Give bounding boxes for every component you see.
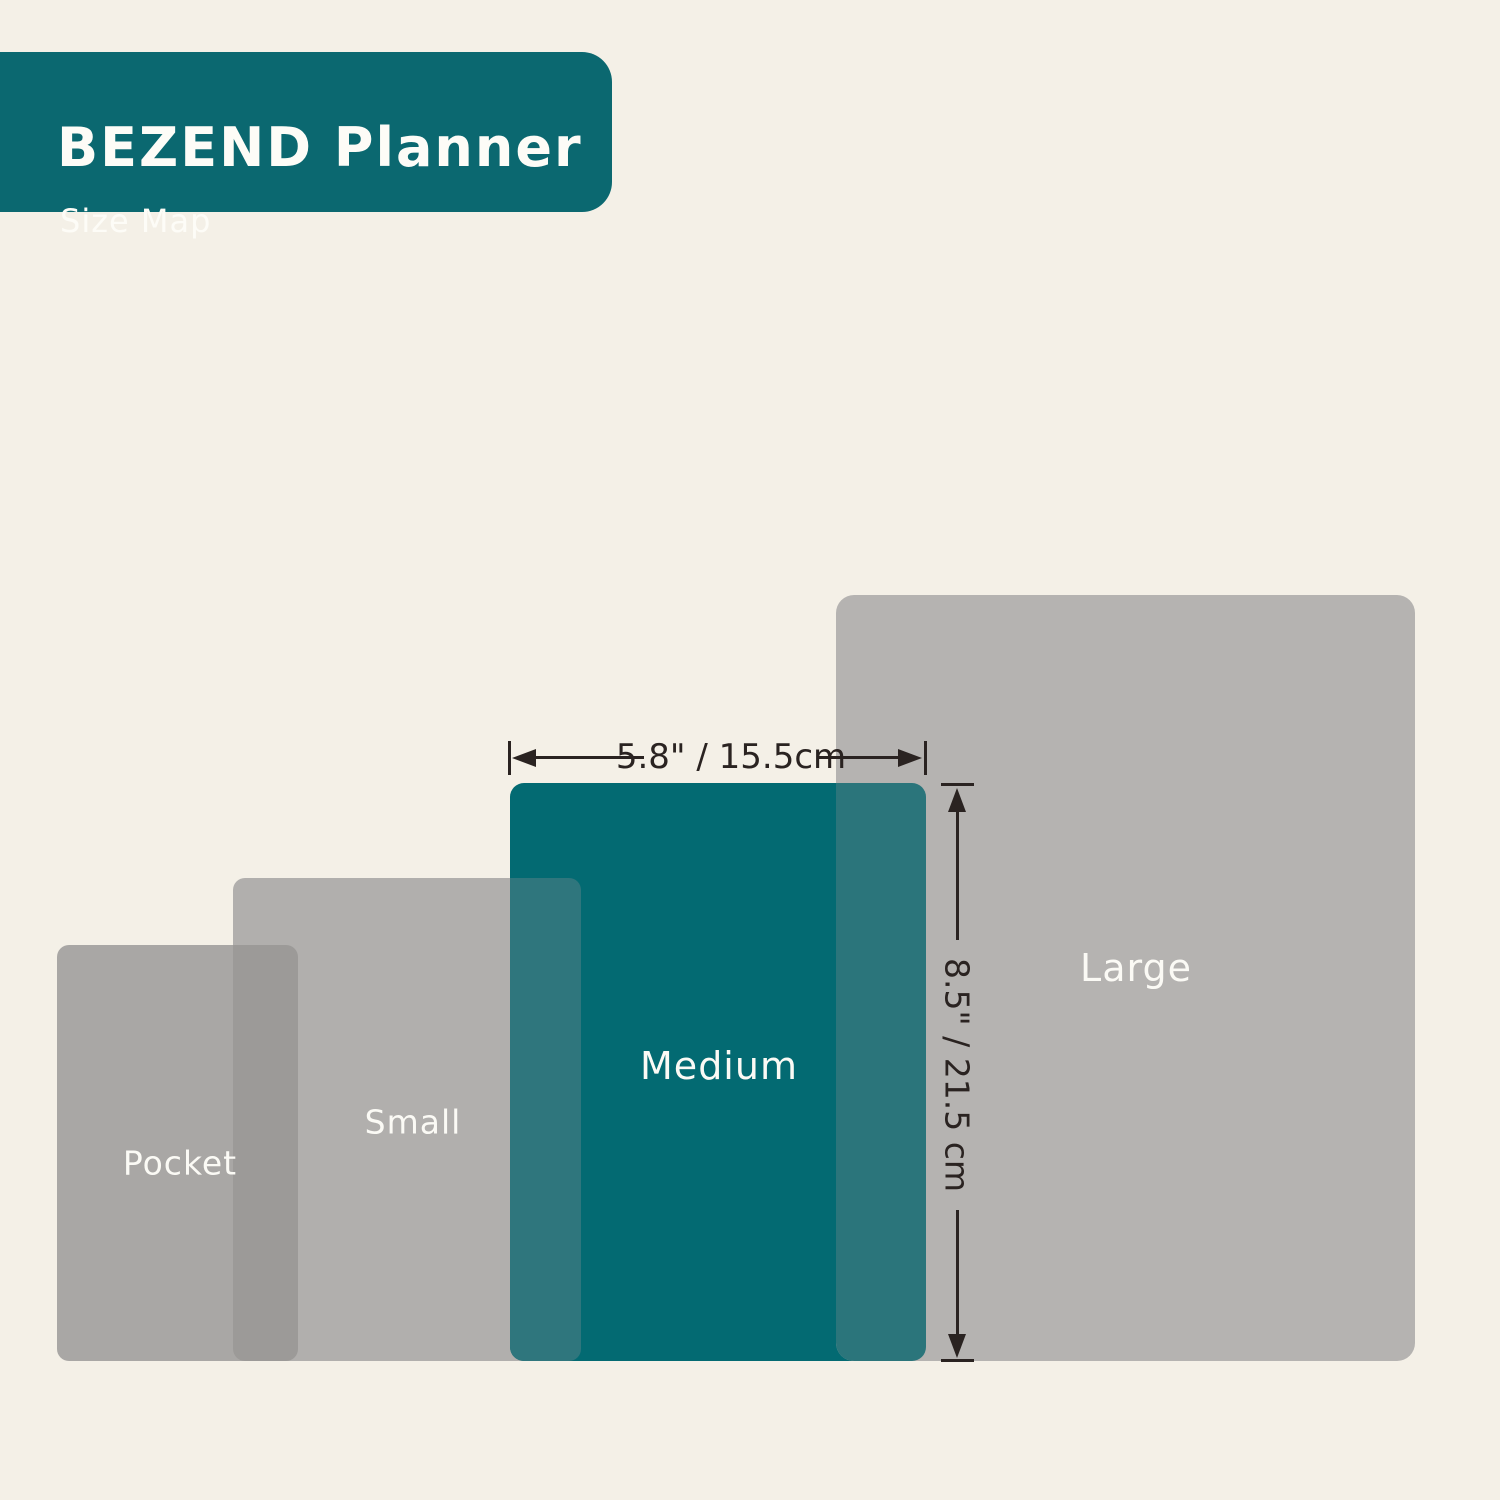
width-dim-arrowhead-right-icon (898, 749, 922, 767)
planner-label-medium: Medium (640, 1044, 798, 1088)
height-dim-tick-top (941, 783, 974, 786)
width-dim-label: 5.8" / 15.5cm (615, 737, 847, 777)
width-dim-line-left (534, 756, 644, 759)
page-title: BEZEND Planner (57, 116, 583, 179)
height-dim-arrowhead-down-icon (948, 1334, 966, 1358)
page-subtitle: Size Map (60, 202, 212, 240)
header-card: BEZEND Planner Size Map (0, 52, 612, 240)
height-dim-line-bottom (956, 1210, 959, 1336)
overlap-pocket-small (233, 945, 298, 1361)
height-dim-line-top (956, 810, 959, 940)
overlap-small-medium (510, 878, 581, 1361)
planner-label-pocket: Pocket (122, 1143, 238, 1183)
width-dim-arrowhead-left-icon (512, 749, 536, 767)
width-dim-line-right (818, 756, 900, 759)
overlap-medium-large (836, 783, 926, 1361)
width-dim-tick-left (508, 741, 511, 775)
planner-label-small: Small (364, 1102, 462, 1142)
height-dim-label: 8.5" / 21.5 cm (937, 957, 977, 1193)
planner-label-large: Large (1080, 946, 1192, 990)
width-dim-tick-right (924, 741, 927, 775)
height-dim-tick-bottom (941, 1359, 974, 1362)
height-dim-arrowhead-up-icon (948, 788, 966, 812)
planner-rect-large (836, 595, 1415, 1361)
